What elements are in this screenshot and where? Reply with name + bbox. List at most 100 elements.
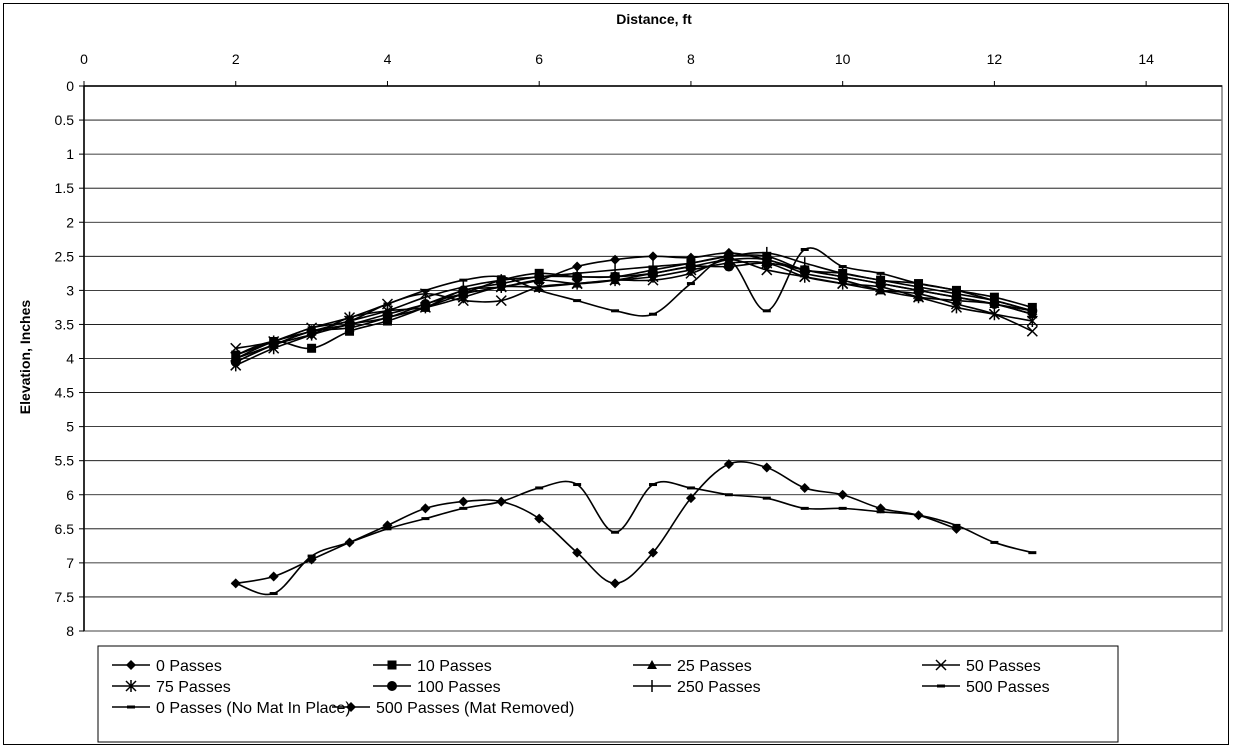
data-point [950,301,962,314]
legend-item: 25 Passes [633,658,752,675]
data-point [1028,551,1037,555]
data-point [724,493,733,497]
data-point [383,302,392,306]
chart-frame [3,3,1229,745]
series-0-passes-no-mat-in-place [231,480,1037,596]
data-point [458,496,469,507]
legend-item: 500 Passes (Mat Removed) [332,700,574,717]
data-point [420,299,431,309]
data-point [951,523,962,534]
data-point [421,288,430,292]
series-line [235,247,1033,356]
data-point [988,308,1000,321]
series-line [235,480,1033,596]
data-point [269,339,278,343]
legend-item: 250 Passes [633,679,761,696]
legend-marker [937,684,945,688]
legend-label: 0 Passes [156,658,222,675]
x-tick-label: 0 [80,51,88,67]
series-500-passes [231,247,1037,357]
plot-area: 0 0.5 1 1.5 2 2.5 3 3.5 4 4.5 5 5.5 6 6.5 7 7.5 8 0 2 4 6 8 10… [55,51,1223,639]
legend-marker [125,680,137,692]
series-line [235,257,1033,360]
data-point [876,271,885,275]
legend-label: 25 Passes [677,658,752,675]
data-point [535,288,544,292]
legend-marker [935,659,947,671]
y-tick-label: 6.5 [55,521,75,537]
legend-marker [126,660,136,670]
legend-label: 500 Passes [966,679,1050,696]
data-point [799,264,810,275]
data-point [610,254,621,265]
data-point [761,462,772,473]
data-point [268,571,279,582]
data-point [572,547,583,558]
x-tick-label: 10 [835,51,851,67]
y-tick-label: 8 [66,623,74,639]
data-point [800,248,809,251]
series-line [235,252,1033,363]
legend-label: 10 Passes [417,658,492,675]
data-point [496,496,507,507]
data-point [762,309,771,313]
data-point [1028,309,1037,313]
y-tick-label: 3.5 [55,316,75,332]
y-tick-label: 1 [66,146,74,162]
data-point [990,299,999,303]
data-point [345,316,354,320]
legend-label: 250 Passes [677,679,761,696]
x-tick-label: 8 [687,51,695,67]
legend-item: 0 Passes [112,658,222,675]
data-point [534,513,545,524]
y-tick-label: 3 [66,282,74,298]
y-tick-label: 4.5 [55,385,75,401]
data-point [611,309,620,313]
legend-marker [387,660,397,670]
data-point [495,295,507,307]
data-point [269,592,278,596]
y-tick-label: 0 [66,78,74,94]
data-point [913,510,924,521]
series-25-passes [230,254,1038,363]
data-point [306,554,317,565]
data-point [762,496,771,500]
y-tick-label: 1.5 [55,180,75,196]
data-point [724,258,733,262]
data-point [421,517,430,521]
data-point [344,537,355,548]
legend-item: 50 Passes [922,658,1041,675]
data-point [648,251,658,262]
data-point [573,299,582,303]
x-tick-label: 2 [232,51,240,67]
legend-item: 10 Passes [373,658,492,675]
data-point [875,503,886,514]
y-tick-label: 2 [66,214,74,230]
series-line [235,261,1033,367]
legend-box [97,645,1119,743]
legend-item: 0 Passes (No Mat In Place) [112,700,351,717]
y-tick-label: 7.5 [55,589,75,605]
data-point [459,278,468,282]
x-tick-label: 4 [384,51,392,67]
data-point [420,503,431,514]
legend-label: 50 Passes [966,658,1041,675]
data-point [230,342,242,354]
data-point [800,506,809,510]
data-point [1026,315,1038,328]
series-250-passes [234,246,1034,365]
data-point [799,482,810,493]
data-point [459,506,468,510]
y-axis-title: Elevation, Inches [17,300,33,415]
data-point [572,261,583,272]
data-point [990,540,999,544]
data-point [610,271,621,282]
data-point [230,578,241,589]
legend-marker [127,705,135,709]
series-0-passes [230,247,1038,367]
data-point [231,353,240,357]
x-tick-label: 6 [535,51,543,67]
data-point [307,343,317,353]
y-tick-label: 7 [66,555,74,571]
